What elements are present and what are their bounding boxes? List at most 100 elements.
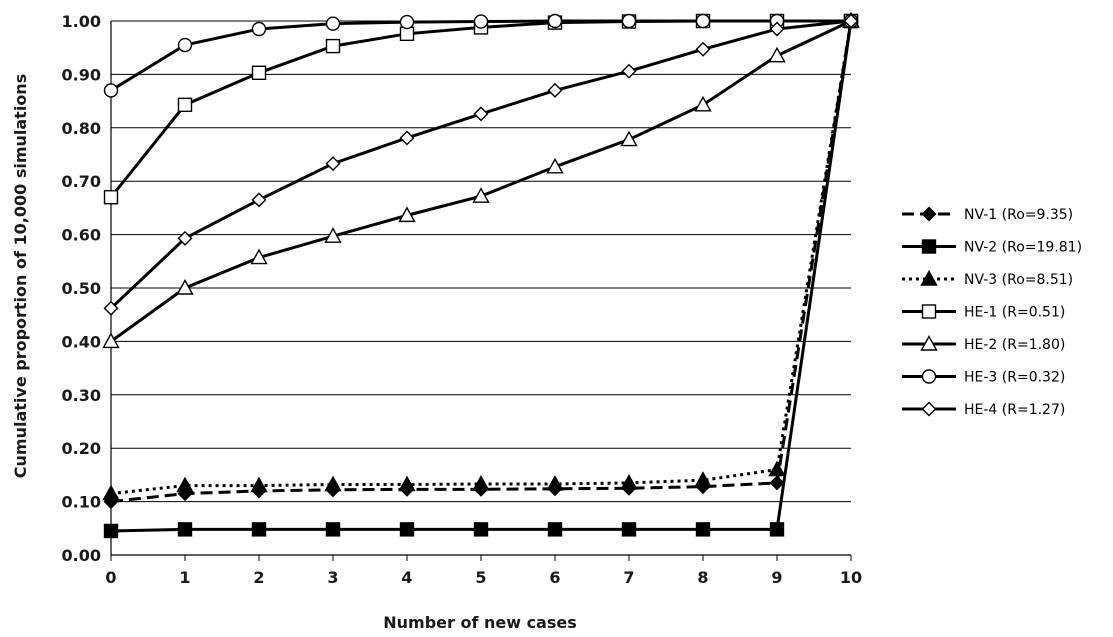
data-point [695, 522, 711, 537]
data-point [325, 522, 341, 537]
data-point [398, 475, 416, 492]
series-nv-3 [102, 12, 860, 501]
data-point [399, 130, 415, 146]
series-nv-1 [103, 13, 859, 510]
data-point [473, 106, 489, 122]
series-he-2 [102, 12, 860, 349]
data-point [102, 332, 120, 349]
data-point [694, 471, 712, 487]
data-point [325, 16, 341, 31]
series-line [110, 20, 853, 533]
series-line [110, 20, 853, 504]
legend-marker [920, 335, 938, 351]
x-tick-label: 3 [327, 568, 338, 587]
data-point [324, 227, 342, 243]
data-point [695, 41, 711, 57]
legend-item: NV-2 (Ro=19.81) [902, 239, 1082, 256]
data-point [621, 63, 637, 79]
data-point [103, 523, 119, 539]
x-tick-label: 6 [549, 568, 560, 587]
legend: NV-1 (Ro=9.35) NV-2 (Ro=19.81) NV-3 (Ro=8.… [902, 206, 1082, 418]
axes [110, 21, 852, 561]
data-point [694, 95, 712, 112]
y-tick-label: 1.00 [62, 12, 101, 31]
x-tick-label: 8 [697, 568, 708, 587]
legend-marker [921, 239, 937, 254]
data-point [768, 460, 786, 477]
x-tick-label: 0 [105, 568, 116, 587]
legend-item: NV-1 (Ro=9.35) [902, 206, 1073, 223]
data-point [621, 13, 637, 29]
data-point [473, 522, 489, 537]
x-axis-title: Number of new cases [383, 613, 577, 632]
data-point [103, 300, 119, 316]
data-point [250, 248, 268, 265]
y-tick-label: 0.90 [62, 65, 101, 84]
x-tick-label: 2 [253, 568, 264, 587]
data-point [547, 522, 563, 537]
data-point [103, 190, 119, 205]
data-point [176, 476, 194, 493]
x-tick-label: 1 [179, 568, 190, 587]
y-tick-label: 0.20 [62, 439, 101, 458]
legend-item: HE-4 (R=1.27) [902, 401, 1065, 418]
x-tick-label: 4 [401, 568, 412, 587]
data-point [473, 14, 489, 29]
data-point [176, 279, 194, 295]
data-point [324, 475, 342, 492]
series-line [109, 19, 852, 310]
data-point [768, 46, 786, 63]
data-point [843, 13, 859, 29]
y-tick-label: 0.00 [62, 546, 101, 565]
y-tick-label: 0.60 [62, 226, 101, 245]
x-tick-label: 9 [771, 568, 782, 587]
legend-item: HE-1 (R=0.51) [902, 304, 1065, 321]
legend-label: NV-1 (Ro=9.35) [964, 207, 1073, 223]
y-tick-label: 0.80 [62, 119, 101, 138]
data-point [251, 21, 267, 37]
data-point [398, 206, 416, 223]
data-point [472, 187, 490, 203]
legend-marker [921, 369, 937, 384]
legend-marker [921, 304, 937, 319]
legend-label: HE-3 (R=0.32) [964, 370, 1065, 386]
data-point [547, 13, 563, 29]
y-tick-label: 0.50 [62, 279, 101, 298]
data-point [399, 14, 415, 30]
grid-lines [111, 20, 851, 503]
x-tick-label: 10 [840, 568, 862, 587]
data-point [251, 522, 267, 537]
data-point [177, 522, 193, 537]
legend-label: HE-1 (R=0.51) [964, 305, 1065, 321]
data-point [177, 37, 193, 53]
data-point [769, 21, 785, 37]
series-he-4 [103, 13, 859, 316]
data-point [251, 65, 267, 80]
y-tick-label: 0.70 [62, 172, 101, 191]
data-point [103, 83, 119, 98]
series-lines [102, 12, 860, 539]
data-point [546, 157, 564, 174]
y-tick-label: 0.30 [62, 386, 101, 405]
data-point [769, 522, 785, 537]
data-point [546, 475, 564, 491]
data-point [621, 522, 637, 537]
data-point [620, 130, 638, 147]
y-tick-label: 0.10 [62, 493, 101, 512]
legend-marker [921, 401, 937, 417]
legend-marker [921, 206, 937, 222]
legend-label: HE-2 (R=1.80) [964, 337, 1065, 353]
data-point [251, 192, 267, 208]
data-point [620, 473, 638, 490]
data-point [399, 522, 415, 537]
data-point [472, 475, 490, 491]
legend-item: NV-3 (Ro=8.51) [902, 270, 1073, 288]
data-point [177, 97, 193, 113]
x-tick-label: 5 [475, 568, 486, 587]
data-point [695, 13, 711, 29]
y-axis-title: Cumulative proportion of 10,000 simulati… [11, 74, 30, 478]
series-he-3 [103, 13, 859, 98]
data-point [325, 156, 341, 172]
